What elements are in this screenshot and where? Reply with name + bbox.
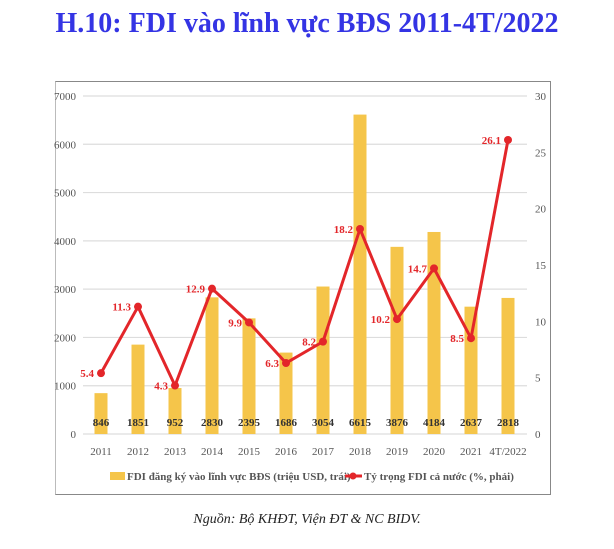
- chart-frame: [55, 81, 551, 495]
- line-point: [430, 264, 438, 273]
- bar-data-label: 4184: [423, 417, 446, 429]
- bar: [464, 306, 478, 434]
- bar-data-label: 6615: [349, 417, 372, 429]
- legend-bar-swatch: [110, 472, 125, 480]
- line-data-label: 26.1: [482, 135, 501, 147]
- y-left-tick-label: 6000: [54, 139, 77, 151]
- chart-title: H.10: FDI vào lĩnh vực BĐS 2011-4T/2022: [55, 8, 559, 39]
- line-point: [208, 284, 216, 293]
- bar-data-label: 1851: [127, 417, 149, 429]
- y-left-tick-label: 2000: [54, 332, 77, 344]
- y-left-tick-label: 1000: [54, 381, 77, 393]
- bar: [242, 318, 256, 434]
- line-point: [356, 224, 364, 233]
- line-data-label: 8.2: [302, 337, 316, 349]
- bar: [279, 352, 293, 434]
- bar-data-label: 3054: [312, 417, 335, 429]
- x-tick-label: 2014: [201, 446, 224, 458]
- bar: [353, 114, 367, 434]
- y-left-tick-label: 4000: [54, 236, 77, 248]
- x-tick-label: 2012: [127, 446, 149, 458]
- line-data-label: 10.2: [371, 314, 391, 326]
- x-tick-label: 2019: [386, 446, 409, 458]
- y-right-tick-label: 0: [535, 429, 541, 441]
- y-right-tick-label: 25: [535, 147, 547, 159]
- line-point: [504, 135, 512, 144]
- line-data-label: 9.9: [228, 317, 242, 329]
- line-point: [393, 315, 401, 324]
- line-data-label: 6.3: [265, 358, 279, 370]
- bar-data-label: 2395: [238, 417, 261, 429]
- line-data-label: 11.3: [112, 302, 131, 314]
- bar-data-label: 3876: [386, 417, 409, 429]
- x-tick-label: 2013: [164, 446, 187, 458]
- line-point: [134, 302, 142, 311]
- bar-data-label: 2637: [460, 417, 483, 429]
- line-data-label: 4.3: [154, 381, 168, 393]
- y-left-tick-label: 5000: [54, 188, 77, 200]
- line-series: [99, 139, 510, 388]
- line-data-label: 12.9: [186, 284, 206, 296]
- y-left-tick-label: 7000: [54, 91, 77, 103]
- y-left-tick-label: 0: [71, 429, 77, 441]
- bar-data-label: 1686: [275, 417, 298, 429]
- x-tick-label: 2021: [460, 446, 482, 458]
- bar: [501, 297, 515, 434]
- bar: [316, 286, 330, 434]
- legend-line-marker: [349, 472, 357, 480]
- bar: [427, 231, 441, 434]
- line-data-label: 18.2: [334, 224, 354, 236]
- line-point: [171, 381, 179, 390]
- line-data-label: 8.5: [450, 333, 464, 345]
- x-tick-label: 2016: [275, 446, 298, 458]
- legend-bar-label: FDI đăng ký vào lĩnh vực BĐS (triệu USD,…: [127, 471, 351, 483]
- y-right-tick-label: 5: [535, 373, 541, 385]
- line-data-label: 14.7: [408, 263, 428, 275]
- bar: [94, 393, 108, 434]
- legend-line-label: Tỷ trọng FDI cả nước (%, phải): [364, 471, 514, 483]
- x-tick-label: 2018: [349, 446, 372, 458]
- bar: [131, 344, 145, 434]
- y-right-tick-label: 20: [535, 204, 547, 216]
- y-right-tick-label: 10: [535, 316, 547, 328]
- line-point: [97, 369, 105, 378]
- line-point: [245, 318, 253, 327]
- y-right-tick-label: 15: [535, 260, 547, 272]
- bar: [168, 388, 182, 434]
- bar: [205, 297, 219, 434]
- bar-data-label: 846: [93, 417, 110, 429]
- bar-data-label: 2830: [201, 417, 224, 429]
- x-tick-label: 2015: [238, 446, 261, 458]
- line-point: [282, 359, 290, 368]
- line-point: [319, 337, 327, 346]
- bar-data-label: 952: [167, 417, 184, 429]
- bar: [390, 246, 404, 434]
- line-data-label: 5.4: [80, 368, 94, 380]
- x-tick-label: 2020: [423, 446, 446, 458]
- bar-data-label: 2818: [497, 417, 520, 429]
- y-right-tick-label: 30: [535, 91, 547, 103]
- x-tick-label: 2011: [90, 446, 112, 458]
- line-point: [467, 334, 475, 343]
- source-note: Nguồn: Bộ KHĐT, Viện ĐT & NC BIDV.: [193, 512, 421, 527]
- x-tick-label: 2017: [312, 446, 335, 458]
- x-tick-label: 4T/2022: [489, 446, 526, 458]
- y-left-tick-label: 3000: [54, 284, 77, 296]
